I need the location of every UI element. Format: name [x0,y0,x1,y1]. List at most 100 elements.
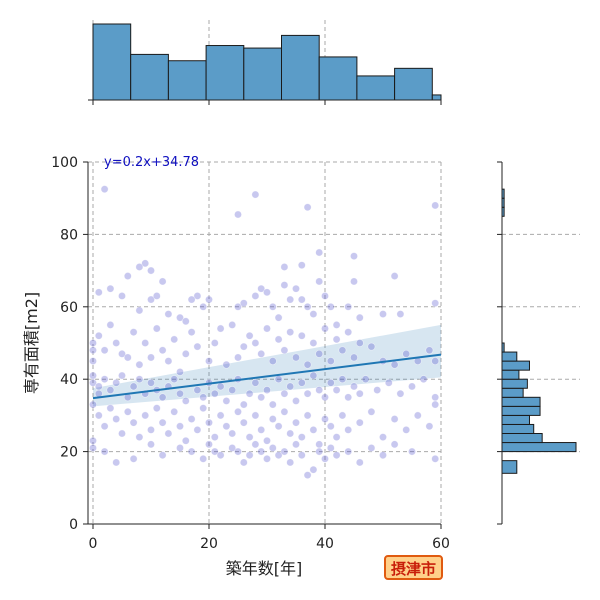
scatter-point [158,418,167,427]
scatter-point [326,302,335,311]
scatter-point [147,295,155,304]
scatter-point [94,382,103,391]
scatter-point [303,302,312,311]
scatter-point [199,454,208,463]
scatter-points [89,185,440,480]
scatter-point [292,353,300,362]
y-marginal-histogram [497,161,580,525]
scatter-point [205,295,213,304]
scatter-point [286,429,295,438]
scatter-point [251,292,260,300]
scatter-point [216,324,225,333]
scatter-point [332,320,341,329]
scatter-point [431,201,440,210]
scatter-point [164,310,173,318]
scatter-point [94,331,103,340]
x-tick-label: 20 [200,536,218,552]
scatter-point [396,310,405,318]
scatter-point [344,425,353,434]
scatter-point [303,471,312,480]
scatter-point [268,444,277,452]
scatter-point [268,415,277,423]
scatter-point [234,353,242,362]
scatter-point [106,386,115,394]
x-hist-bar [356,75,396,101]
x-axis-label: 築年数[年] [226,559,303,578]
scatter-point [355,418,364,427]
scatter-point [112,415,121,423]
x-hist-bar [431,94,442,101]
y-hist-bar [501,405,541,416]
scatter-point [431,454,440,463]
scatter-point [239,418,248,427]
scatter-point [257,284,266,293]
scatter-point [176,422,184,431]
scatter-point [390,272,399,280]
confidence-band [93,324,441,407]
scatter-point [94,411,103,420]
scatter-point [199,404,208,413]
scatter-point [176,389,184,398]
scatter-point [355,389,364,398]
scatter-point [89,400,97,409]
x-hist-bar [281,34,320,101]
scatter-point [106,320,115,329]
scatter-point [222,360,231,369]
scatter-point [193,386,202,394]
scatter-point [326,444,335,452]
scatter-point [199,393,208,402]
scatter-point [106,404,115,413]
scatter-point [286,328,295,337]
scatter-point [158,393,167,402]
x-hist-bar [130,53,169,101]
y-hist-bar [501,423,535,435]
scatter-point [135,433,144,442]
scatter-point [263,454,271,463]
scatter-point [367,342,376,351]
scatter-point [431,400,440,409]
x-hist-bar [167,60,207,101]
scatter-point [315,440,324,449]
axes [87,162,441,525]
scatter-point [303,389,312,398]
scatter-point [257,349,266,358]
scatter-point [315,386,324,394]
scatter-point [303,360,312,369]
scatter-point [147,378,155,387]
scatter-point [297,295,306,304]
scatter-point [152,404,161,413]
scatter-point [106,284,115,293]
scatter-point [396,389,405,398]
scatter-point [379,310,387,318]
x-tick-label: 0 [89,536,98,552]
scatter-point [315,248,324,257]
scatter-point [280,447,289,456]
y-hist-bar [501,433,543,444]
scatter-point [274,313,283,322]
y-hist-bar [501,442,577,453]
scatter-point [268,302,277,311]
scatter-point [390,360,399,369]
scatter-point [332,433,341,442]
scatter-point [413,411,422,420]
scatter-point [158,346,167,355]
scatter-point [176,368,184,376]
x-hist-bar [205,45,245,101]
scatter-point [123,407,132,416]
scatter-point [367,444,376,452]
scatter-point [199,302,208,311]
scatter-point [176,313,184,322]
scatter-point [297,261,306,270]
scatter-point [222,397,231,405]
scatter-point [332,386,341,394]
scatter-point [419,375,428,384]
scatter-point [100,447,109,456]
x-tick-label: 40 [316,536,334,552]
scatter-point [257,393,266,402]
scatter-point [141,259,150,268]
y-tick-label: 60 [60,300,78,316]
scatter-point [408,382,416,391]
scatter-point [112,339,121,347]
scatter-point [205,418,213,427]
scatter-point [338,411,347,420]
